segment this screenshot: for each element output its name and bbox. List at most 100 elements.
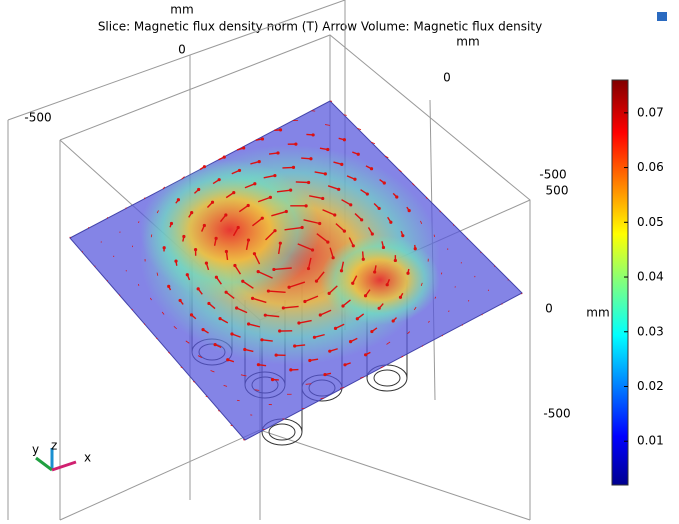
arrow-head	[386, 283, 389, 286]
colorbar-tick-label: 0.04	[637, 270, 664, 284]
axis-tick-label: 0	[443, 71, 451, 85]
arrow-head	[197, 287, 200, 290]
arrow-head	[258, 160, 261, 163]
arrow-head	[174, 259, 177, 262]
arrow-head	[190, 313, 193, 316]
axis-tick-label: 0	[545, 302, 553, 316]
axis-unit: mm	[170, 3, 193, 17]
arrow-head	[279, 128, 282, 131]
arrow-head	[190, 211, 193, 214]
arrow-head	[214, 343, 217, 346]
arrow-head	[253, 252, 256, 255]
arrow-head	[282, 306, 285, 309]
colorbar-tick-label: 0.07	[637, 105, 664, 119]
arrow	[206, 396, 208, 397]
arrow-head	[383, 181, 386, 184]
arrow-head	[251, 297, 254, 300]
arrow-head	[360, 218, 363, 221]
arrow-head	[177, 198, 180, 201]
slice-plane	[70, 101, 522, 440]
arrow-head	[276, 151, 279, 154]
colorbar-tick-label: 0.03	[637, 324, 664, 338]
arrow	[482, 314, 483, 315]
arrow	[138, 221, 139, 223]
arrow-head	[294, 143, 297, 146]
arrow-head	[341, 304, 344, 307]
arrow-head	[285, 210, 288, 213]
arrow-head	[301, 226, 304, 229]
arrow-head	[225, 250, 228, 253]
colorbar	[612, 80, 628, 485]
plot-window: Slice: Magnetic flux density norm (T) Ar…	[0, 0, 679, 524]
arrow	[237, 400, 240, 401]
arrow-head	[370, 330, 373, 333]
colorbar-tick-label: 0.06	[637, 160, 664, 174]
arrow-head	[332, 256, 335, 259]
arrow-head	[340, 269, 343, 272]
arrow-head	[232, 191, 235, 194]
arrow-head	[203, 165, 206, 168]
arrow-head	[197, 188, 200, 191]
arrow-head	[309, 157, 312, 160]
arrow-head	[323, 373, 326, 376]
arrow-head	[261, 217, 264, 220]
arrow-head	[257, 363, 260, 366]
arrow-head	[211, 201, 214, 204]
arrow-head	[271, 378, 274, 381]
arrow-head	[370, 167, 373, 170]
arrow-head	[269, 196, 272, 199]
axis-tick-label: 0	[178, 43, 186, 57]
axis-tick-label: -500	[543, 407, 570, 421]
arrow-head	[237, 226, 240, 229]
arrow-head	[321, 197, 324, 200]
arrow-head	[238, 169, 241, 172]
arrow-head	[261, 137, 264, 140]
arrow-head	[275, 353, 278, 356]
arrow-head	[357, 153, 360, 156]
axis-tick-label: 500	[546, 184, 569, 198]
colorbar-tick-label: 0.01	[637, 434, 664, 448]
triad-label: z	[51, 439, 57, 453]
arrow-head	[326, 148, 329, 151]
arrow-head	[264, 314, 267, 317]
arrow-head	[167, 285, 170, 288]
arrow-head	[215, 237, 218, 240]
arrow	[306, 384, 312, 385]
arrow-head	[408, 209, 411, 212]
arrow-head	[292, 166, 295, 169]
arrow	[132, 309, 133, 310]
arrow-head	[243, 348, 246, 351]
arrow-head	[247, 322, 250, 325]
arrow-head	[163, 246, 166, 249]
arrow-head	[319, 313, 322, 316]
arrow-head	[337, 188, 340, 191]
arrow-head	[233, 264, 236, 267]
arrow-head	[382, 246, 385, 249]
triad-label: x	[84, 451, 91, 465]
arrow-head	[289, 368, 292, 371]
arrow	[321, 398, 325, 399]
arrow-head	[378, 207, 381, 210]
arrow-head	[247, 204, 250, 207]
axis-tick-label: -500	[539, 168, 566, 182]
arrow-head	[307, 181, 310, 184]
arrow-head	[215, 276, 218, 279]
arrow-head	[356, 317, 359, 320]
arrow-head	[333, 213, 336, 216]
arrow-head	[343, 138, 346, 141]
colorbar-tick-label: 0.02	[637, 379, 664, 393]
axis-unit: mm	[456, 35, 479, 49]
arrow	[282, 167, 293, 168]
arrow	[296, 182, 309, 183]
arrow-head	[272, 268, 275, 271]
arrow-head	[312, 133, 315, 136]
arrow-head	[303, 300, 306, 303]
arrow-head	[273, 174, 276, 177]
arrow-head	[349, 203, 352, 206]
triad-label: y	[32, 443, 39, 457]
arrow-head	[328, 350, 331, 353]
toolbar-icon[interactable]	[657, 12, 667, 21]
arrow-head	[218, 317, 221, 320]
arrow-head	[373, 270, 376, 273]
arrow-head	[308, 359, 311, 362]
